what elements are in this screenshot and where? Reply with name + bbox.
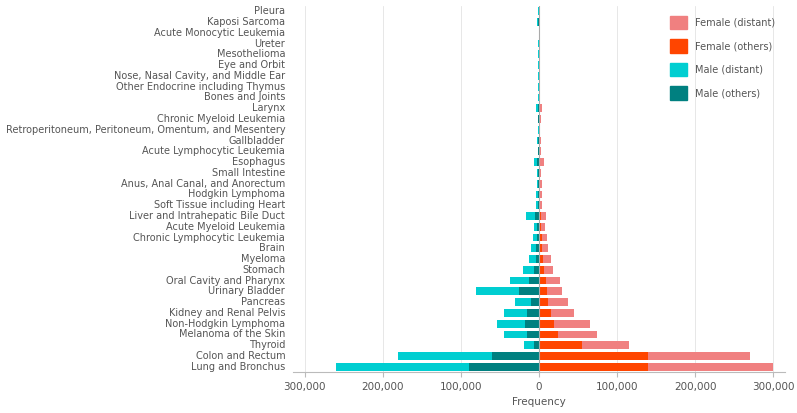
Bar: [534, 158, 537, 166]
Bar: [540, 169, 541, 177]
Bar: [516, 298, 531, 306]
Bar: [534, 342, 539, 349]
Bar: [539, 342, 582, 349]
Bar: [398, 352, 492, 360]
Bar: [524, 320, 539, 328]
Bar: [529, 255, 536, 263]
Bar: [539, 363, 648, 370]
Bar: [539, 201, 540, 209]
Bar: [547, 287, 563, 295]
Bar: [540, 104, 543, 112]
Bar: [539, 277, 546, 285]
Bar: [539, 234, 542, 241]
Bar: [539, 190, 540, 198]
Bar: [534, 223, 537, 230]
Bar: [477, 287, 520, 295]
Bar: [541, 223, 544, 230]
Bar: [527, 330, 539, 338]
Bar: [551, 309, 574, 317]
Bar: [540, 190, 543, 198]
Bar: [542, 234, 547, 241]
Bar: [531, 244, 536, 252]
Bar: [539, 266, 544, 274]
Bar: [555, 320, 590, 328]
Bar: [539, 298, 548, 306]
Bar: [536, 244, 539, 252]
Bar: [537, 147, 539, 155]
Bar: [539, 223, 541, 230]
Bar: [524, 342, 534, 349]
Bar: [537, 137, 539, 145]
Bar: [542, 244, 548, 252]
Bar: [525, 212, 535, 220]
Bar: [529, 277, 539, 285]
Legend: Female (distant), Female (others), Male (distant), Male (others): Female (distant), Female (others), Male …: [665, 11, 780, 104]
Bar: [537, 234, 539, 241]
Bar: [539, 352, 648, 360]
Bar: [504, 309, 527, 317]
Bar: [548, 298, 567, 306]
Bar: [492, 352, 539, 360]
Bar: [537, 115, 539, 123]
Bar: [540, 158, 544, 166]
Bar: [582, 342, 629, 349]
Bar: [469, 363, 539, 370]
Bar: [539, 309, 551, 317]
Bar: [532, 234, 537, 241]
Bar: [336, 363, 469, 370]
Bar: [497, 320, 524, 328]
Bar: [536, 180, 538, 188]
Bar: [540, 201, 543, 209]
Bar: [539, 287, 547, 295]
Bar: [536, 104, 538, 112]
Bar: [535, 212, 539, 220]
Bar: [531, 298, 539, 306]
Bar: [537, 18, 539, 26]
Bar: [539, 104, 540, 112]
Bar: [538, 201, 539, 209]
Bar: [543, 255, 551, 263]
Bar: [504, 330, 527, 338]
Bar: [536, 255, 539, 263]
Bar: [527, 309, 539, 317]
X-axis label: Frequency: Frequency: [512, 397, 566, 408]
Bar: [537, 169, 538, 177]
Bar: [539, 180, 540, 188]
Bar: [539, 320, 555, 328]
Bar: [537, 158, 539, 166]
Bar: [536, 201, 538, 209]
Bar: [648, 352, 750, 360]
Bar: [546, 277, 560, 285]
Bar: [536, 190, 538, 198]
Bar: [539, 212, 541, 220]
Bar: [534, 266, 539, 274]
Bar: [539, 244, 542, 252]
Bar: [539, 158, 540, 166]
Bar: [537, 223, 539, 230]
Bar: [559, 330, 598, 338]
Bar: [539, 330, 559, 338]
Bar: [524, 266, 534, 274]
Bar: [520, 287, 539, 295]
Bar: [541, 212, 546, 220]
Bar: [540, 137, 541, 145]
Bar: [510, 277, 529, 285]
Bar: [540, 180, 542, 188]
Bar: [648, 363, 773, 370]
Bar: [538, 190, 539, 198]
Bar: [538, 50, 539, 58]
Bar: [539, 255, 543, 263]
Bar: [544, 266, 553, 274]
